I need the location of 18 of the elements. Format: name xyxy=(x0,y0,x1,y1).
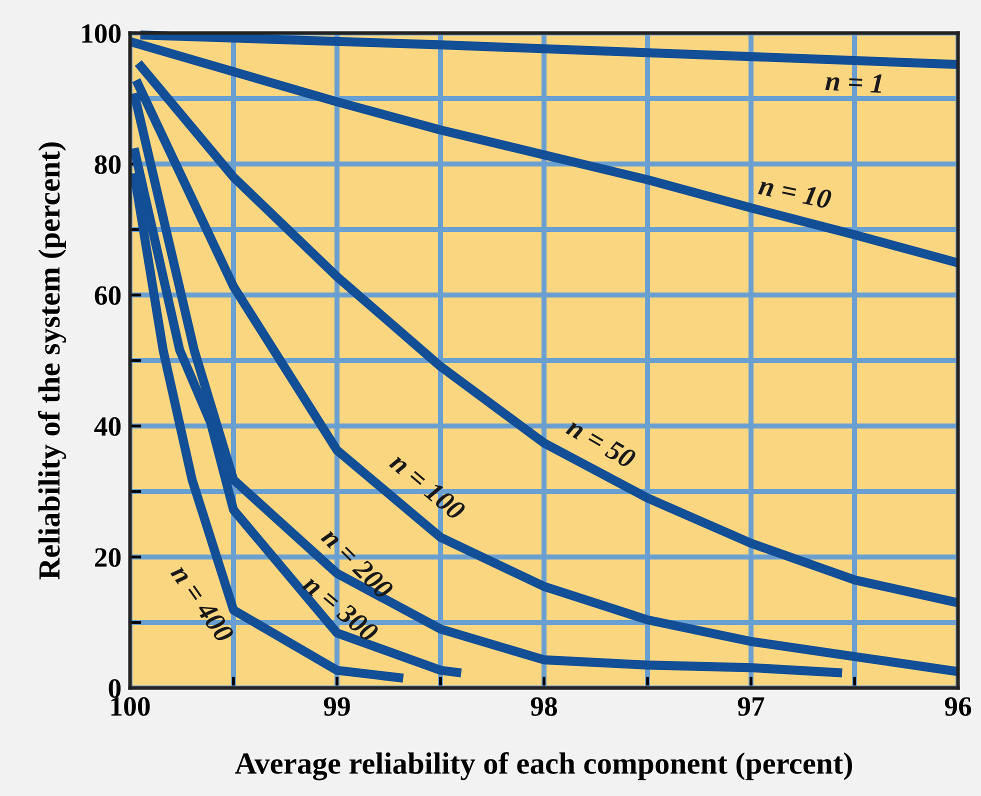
text: n = 10 xyxy=(758,176,832,210)
x-tick-label: 98 xyxy=(530,697,557,716)
y-tick-label: 40 xyxy=(94,417,121,436)
y-tick-label: 20 xyxy=(95,548,121,567)
y-tick-label: 100 xyxy=(82,24,121,43)
x-tick-label: 96 xyxy=(944,697,972,716)
text: n = 100 xyxy=(388,452,466,522)
x-axis-title: Average reliability of each component (percent) xyxy=(234,752,852,780)
x-tick-label: 100 xyxy=(111,697,150,716)
text: n = 400 xyxy=(170,562,235,644)
y-tick-label: 60 xyxy=(94,286,121,305)
y-tick-label: 80 xyxy=(94,155,121,174)
y-tick-label: 0 xyxy=(108,679,121,698)
series-label: n = 1 xyxy=(825,72,882,93)
text: n = 50 xyxy=(565,416,637,470)
x-tick-label: 99 xyxy=(324,697,350,716)
x-tick-label: 97 xyxy=(738,697,764,716)
y-axis-title: Reliability of the system (percent) xyxy=(38,142,66,580)
